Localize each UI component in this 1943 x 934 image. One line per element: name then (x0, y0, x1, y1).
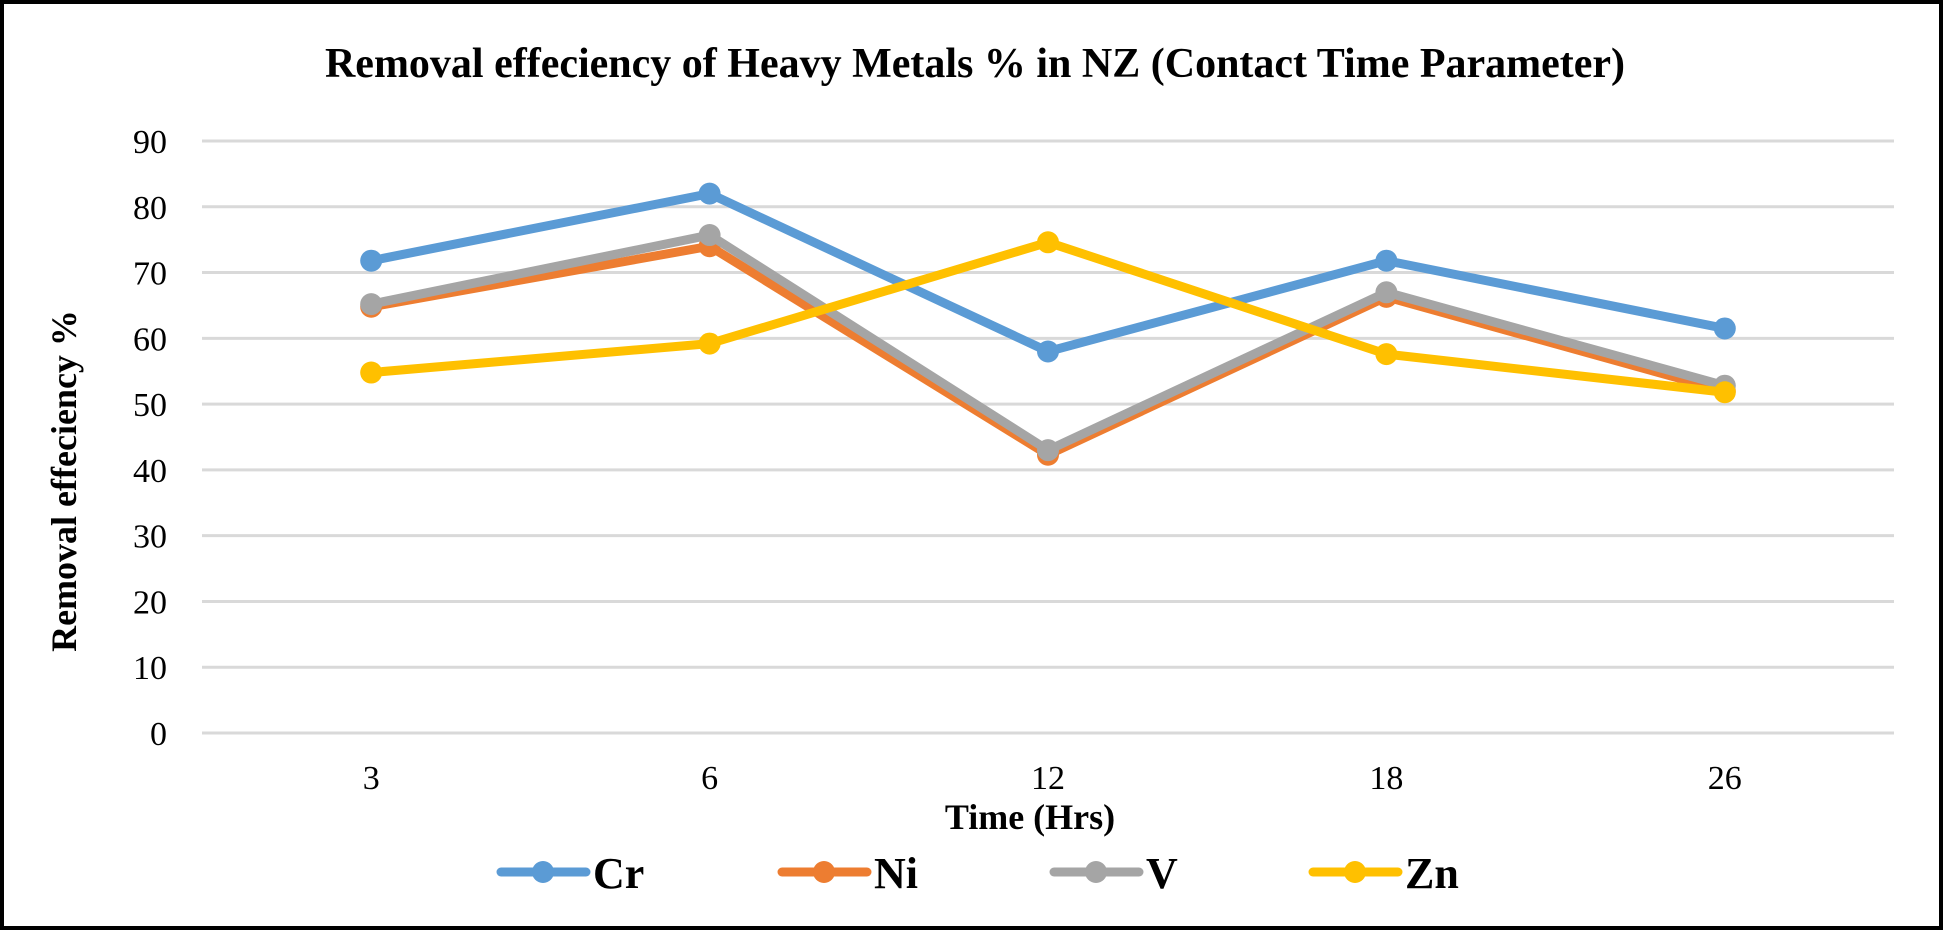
legend-label-cr: Cr (593, 849, 644, 898)
data-point-cr[interactable] (1037, 340, 1059, 363)
y-tick-label: 40 (133, 453, 167, 490)
legend-marker-v (1085, 861, 1107, 883)
y-tick-label: 0 (150, 716, 167, 753)
legend-marker-ni (813, 861, 835, 883)
data-point-v[interactable] (1375, 281, 1398, 304)
legend-item-cr[interactable]: Cr (496, 849, 644, 898)
legend: Cr Ni V Zn (496, 849, 1459, 898)
series-cr (360, 182, 1736, 363)
y-tick-label: 30 (133, 519, 167, 556)
legend-label-zn: Zn (1405, 849, 1459, 898)
x-axis-title: Time (Hrs) (945, 797, 1115, 837)
legend-item-v[interactable]: V (1049, 849, 1178, 898)
data-point-zn[interactable] (698, 332, 721, 355)
data-point-cr[interactable] (698, 182, 721, 205)
y-tick-label: 10 (133, 650, 167, 687)
data-point-zn[interactable] (1037, 231, 1059, 254)
y-tick-label: 20 (133, 584, 167, 621)
y-axis-title: Removal effeciency % (44, 310, 84, 652)
gridlines (202, 139, 1894, 735)
line-chart: Removal effeciency of Heavy Metals % in … (44, 41, 1894, 898)
x-tick-label: 6 (701, 760, 718, 797)
data-point-zn[interactable] (1375, 343, 1398, 366)
legend-marker-zn (1344, 861, 1366, 883)
x-axis-ticks: 3 6 12 18 26 (363, 760, 1742, 797)
chart-title: Removal effeciency of Heavy Metals % in … (325, 41, 1625, 87)
series-zn (360, 231, 1736, 404)
legend-item-ni[interactable]: Ni (777, 849, 918, 898)
x-tick-label: 3 (363, 760, 380, 797)
y-tick-label: 70 (133, 256, 167, 293)
data-point-cr[interactable] (360, 249, 383, 272)
y-tick-label: 50 (133, 387, 167, 424)
y-tick-label: 60 (133, 321, 167, 358)
legend-label-v: V (1146, 849, 1178, 898)
data-point-v[interactable] (360, 293, 383, 316)
legend-marker-cr (532, 861, 554, 883)
x-tick-label: 18 (1369, 760, 1403, 797)
x-tick-label: 26 (1708, 760, 1742, 797)
legend-item-zn[interactable]: Zn (1308, 849, 1459, 898)
y-tick-label: 90 (133, 124, 167, 161)
data-point-zn[interactable] (360, 361, 383, 384)
x-tick-label: 12 (1031, 760, 1065, 797)
legend-label-ni: Ni (874, 849, 918, 898)
series-lines (360, 182, 1736, 466)
y-tick-label: 80 (133, 190, 167, 227)
data-point-cr[interactable] (1713, 317, 1736, 340)
data-point-cr[interactable] (1375, 249, 1398, 272)
data-point-v[interactable] (698, 224, 721, 247)
data-point-zn[interactable] (1713, 381, 1736, 404)
data-point-v[interactable] (1037, 439, 1059, 462)
y-axis-ticks: 0 10 20 30 40 50 60 70 80 90 (133, 124, 167, 753)
